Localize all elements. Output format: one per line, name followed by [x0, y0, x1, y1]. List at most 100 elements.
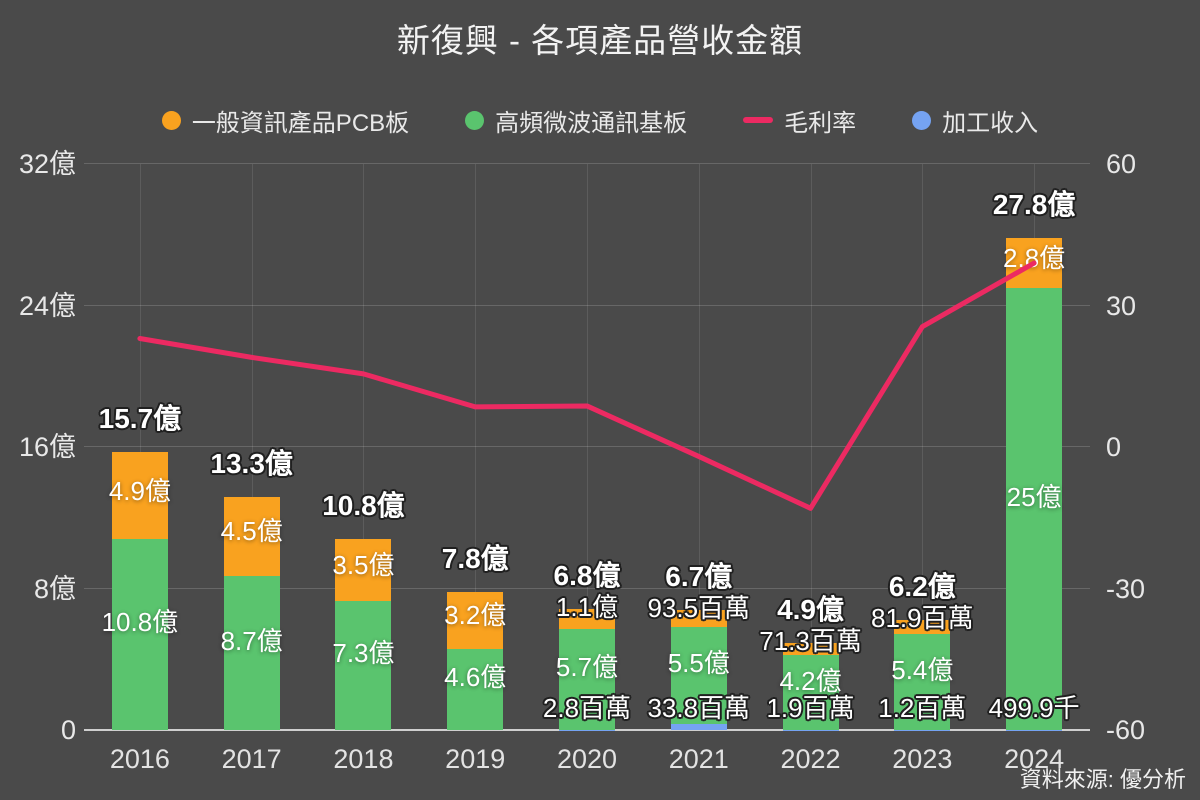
legend-item-substrate[interactable]: 高頻微波通訊基板: [465, 103, 687, 138]
bar-label-pcb-2017: 4.5億: [220, 516, 283, 547]
x-axis-label-2024: 2024: [1004, 744, 1065, 774]
y-axis-right-tick: -60: [1106, 715, 1146, 745]
bar-2017-pcb[interactable]: [223, 496, 280, 577]
bar-total-label-2019: 7.8億: [441, 543, 509, 575]
bar-total-label-2020: 6.8億: [553, 560, 621, 592]
bar-label-substrate-2020: 5.7億: [555, 652, 619, 683]
x-axis-label-2017: 2017: [221, 744, 282, 774]
bar-total-label-2023: 6.2億: [888, 570, 956, 602]
bar-total-label-2021: 6.7億: [665, 561, 733, 593]
bar-2021-substrate[interactable]: [670, 626, 727, 725]
legend-dot-marker-icon: [465, 110, 485, 130]
bar-label-processing-2024: 499.9千: [988, 693, 1080, 723]
bar-2024-substrate[interactable]: [1006, 287, 1063, 730]
legend: 一般資訊產品PCB板 高頻微波通訊基板 毛利率 加工收入: [0, 100, 1200, 140]
x-axis-label-2016: 2016: [109, 744, 170, 774]
legend-line-marker-icon: [743, 117, 774, 123]
x-axis-label-2023: 2023: [892, 744, 953, 774]
bar-total-label-2017: 13.3億: [210, 447, 293, 479]
y-axis-left-tick: 32億: [18, 149, 76, 179]
bar-label-substrate-2022: 4.2億: [779, 665, 842, 696]
bar-2023-substrate[interactable]: [894, 634, 951, 730]
bar-2016-pcb[interactable]: [111, 452, 168, 539]
gridline-vertical: [251, 164, 253, 730]
legend-item-pcb[interactable]: 一般資訊產品PCB板: [161, 103, 410, 138]
bar-2023-pcb[interactable]: [894, 619, 951, 635]
y-axis-right-tick: -30: [1106, 573, 1146, 604]
y-axis-left-tick: 24億: [18, 290, 76, 321]
bar-label-pcb-2020: 1.1億: [555, 592, 619, 623]
gridline-vertical: [698, 164, 700, 730]
y-axis-right-tick: 60: [1106, 149, 1137, 179]
bar-label-substrate-2021: 5.5億: [667, 648, 730, 679]
gridline-horizontal: [84, 163, 1090, 164]
bar-label-processing-2020: 2.8百萬: [542, 693, 632, 723]
gridline-vertical: [475, 164, 477, 730]
bar-label-substrate-2017: 8.7億: [220, 626, 283, 657]
y-axis-left-tick: 8億: [33, 573, 76, 604]
gridline-vertical: [363, 164, 365, 730]
y-axis-left-tick: 0: [60, 715, 76, 745]
bar-2022-substrate[interactable]: [782, 655, 839, 730]
gridline-vertical: [139, 164, 141, 730]
legend-item-processing[interactable]: 加工收入: [912, 103, 1038, 138]
gridline-vertical: [922, 164, 924, 730]
bar-label-pcb-2019: 3.2億: [444, 600, 507, 631]
bar-label-pcb-2024: 2.8億: [1003, 242, 1066, 273]
source-note: 資料來源: 優分析: [1019, 767, 1186, 792]
bar-label-substrate-2023: 5.4億: [891, 655, 954, 686]
bar-2019-substrate[interactable]: [447, 648, 504, 730]
chart-title: 新復興 - 各項產品營收金額: [396, 22, 804, 59]
x-axis-line: [84, 729, 1090, 731]
gridline-horizontal: [84, 304, 1090, 306]
gridline-vertical: [810, 164, 812, 730]
x-axis-label-2019: 2019: [445, 744, 506, 774]
bar-label-processing-2023: 1.2百萬: [878, 693, 967, 723]
legend-item-label: 一般資訊產品PCB板: [191, 109, 410, 137]
bar-label-substrate-2019: 4.6億: [444, 662, 507, 693]
gridline-horizontal: [84, 446, 1090, 447]
bar-total-label-2018: 10.8億: [322, 489, 405, 521]
legend-item-label: 毛利率: [784, 109, 857, 137]
bar-2021-pcb[interactable]: [670, 610, 727, 627]
gridline-horizontal: [84, 587, 1090, 589]
x-axis-label-2022: 2022: [780, 744, 841, 774]
bar-label-substrate-2018: 7.3億: [332, 638, 395, 669]
x-axis-label-2021: 2021: [668, 744, 729, 774]
bar-label-processing-2022: 1.9百萬: [766, 693, 855, 723]
bar-2016-substrate[interactable]: [111, 538, 168, 730]
legend-dot-marker-icon: [912, 110, 932, 130]
legend-dot-marker-icon: [161, 110, 181, 130]
bar-label-substrate-2024: 25億: [1006, 481, 1062, 512]
legend-item-gross_margin[interactable]: 毛利率: [743, 103, 856, 138]
bar-label-processing-2021: 33.8百萬: [647, 693, 751, 723]
bar-2020-substrate[interactable]: [559, 628, 615, 730]
legend-item-label: 加工收入: [942, 109, 1039, 137]
bar-2017-substrate[interactable]: [223, 576, 280, 730]
bar-label-pcb-2022: 71.3百萬: [759, 625, 862, 656]
bar-total-label-2024: 27.8億: [992, 189, 1076, 221]
bar-label-pcb-2018: 3.5億: [332, 549, 395, 580]
bar-total-label-2016: 15.7億: [98, 403, 182, 435]
bar-label-pcb-2016: 4.9億: [108, 475, 171, 506]
y-axis-right-tick: 0: [1106, 432, 1122, 462]
line-chart-layer: [137, 260, 1037, 511]
bar-label-pcb-2023: 81.9百萬: [871, 602, 974, 633]
bar-label-substrate-2016: 10.8億: [101, 607, 179, 638]
x-axis-label-2020: 2020: [556, 744, 618, 774]
y-axis-left-tick: 16億: [18, 432, 76, 462]
plot-area: 15.7億 4.9億 10.8億 13.3億 4.5億 8.7億 10.8億 3.5億 7.3億…: [84, 163, 1090, 731]
bar-2022-pcb[interactable]: [782, 642, 839, 656]
bar-2018-substrate[interactable]: [335, 600, 392, 730]
bar-2019-pcb[interactable]: [447, 592, 504, 649]
gridline-vertical: [587, 164, 588, 730]
gross-margin-line[interactable]: [137, 260, 1037, 511]
bar-label-pcb-2021: 93.5百萬: [647, 593, 751, 624]
bar-2021-processing[interactable]: [670, 724, 727, 730]
bar-2020-pcb[interactable]: [559, 609, 615, 629]
bar-total-label-2022: 4.9億: [777, 593, 845, 625]
legend-item-label: 高頻微波通訊基板: [495, 109, 688, 137]
bar-2018-pcb[interactable]: [335, 538, 392, 601]
x-axis-label-2018: 2018: [333, 744, 394, 774]
